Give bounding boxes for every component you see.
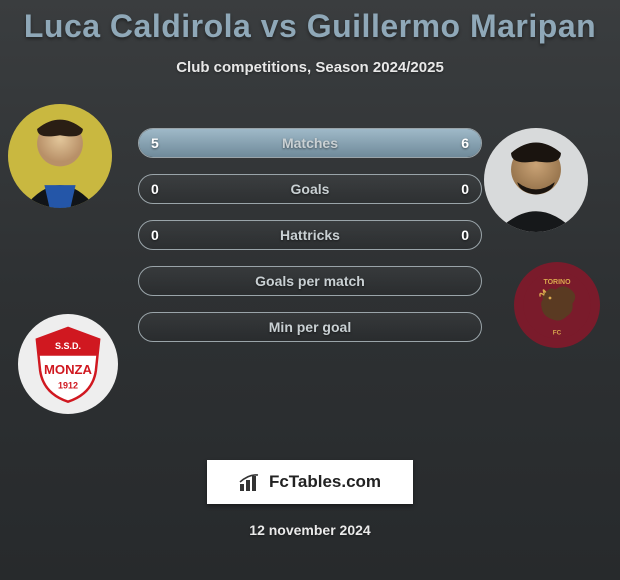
svg-text:FC: FC (553, 329, 562, 336)
player-left-photo (8, 104, 112, 208)
svg-text:MONZA: MONZA (44, 362, 93, 377)
bar-fill-left (139, 129, 295, 157)
stat-value-left: 0 (151, 181, 159, 197)
comparison-panel: S.S.D. MONZA 1912 TORINO FC Matches 5 6 Goa… (0, 104, 620, 414)
stat-row: Goals per match (138, 266, 482, 296)
club-left-logo: S.S.D. MONZA 1912 (18, 314, 118, 414)
page-subtitle: Club competitions, Season 2024/2025 (0, 59, 620, 76)
stat-value-right: 6 (461, 135, 469, 151)
stat-row: Min per goal (138, 312, 482, 342)
avatar-icon (484, 128, 588, 232)
stat-label: Goals per match (255, 273, 365, 289)
svg-text:1912: 1912 (58, 381, 78, 391)
stat-value-left: 5 (151, 135, 159, 151)
brand-text: FcTables.com (269, 472, 381, 492)
stat-label: Hattricks (280, 227, 340, 243)
player-right-photo (484, 128, 588, 232)
stat-value-right: 0 (461, 181, 469, 197)
svg-text:S.S.D.: S.S.D. (55, 341, 81, 351)
stat-row: Hattricks 0 0 (138, 220, 482, 250)
stat-row: Goals 0 0 (138, 174, 482, 204)
stat-bars: Matches 5 6 Goals 0 0 Hattricks 0 0 Goals per mat… (138, 128, 482, 358)
shield-icon: S.S.D. MONZA 1912 (27, 323, 109, 405)
brand-badge: FcTables.com (207, 460, 413, 504)
stat-row: Matches 5 6 (138, 128, 482, 158)
page-title: Luca Caldirola vs Guillermo Maripan (0, 0, 620, 45)
club-right-logo: TORINO FC (514, 262, 600, 348)
bars-logo-icon (239, 472, 263, 492)
stat-label: Min per goal (269, 319, 351, 335)
stat-label: Matches (282, 135, 338, 151)
stat-value-right: 0 (461, 227, 469, 243)
stat-value-left: 0 (151, 227, 159, 243)
stat-label: Goals (291, 181, 330, 197)
date-label: 12 november 2024 (0, 522, 620, 538)
svg-text:TORINO: TORINO (543, 279, 571, 286)
shield-icon: TORINO FC (522, 270, 592, 340)
avatar-icon (8, 104, 112, 208)
